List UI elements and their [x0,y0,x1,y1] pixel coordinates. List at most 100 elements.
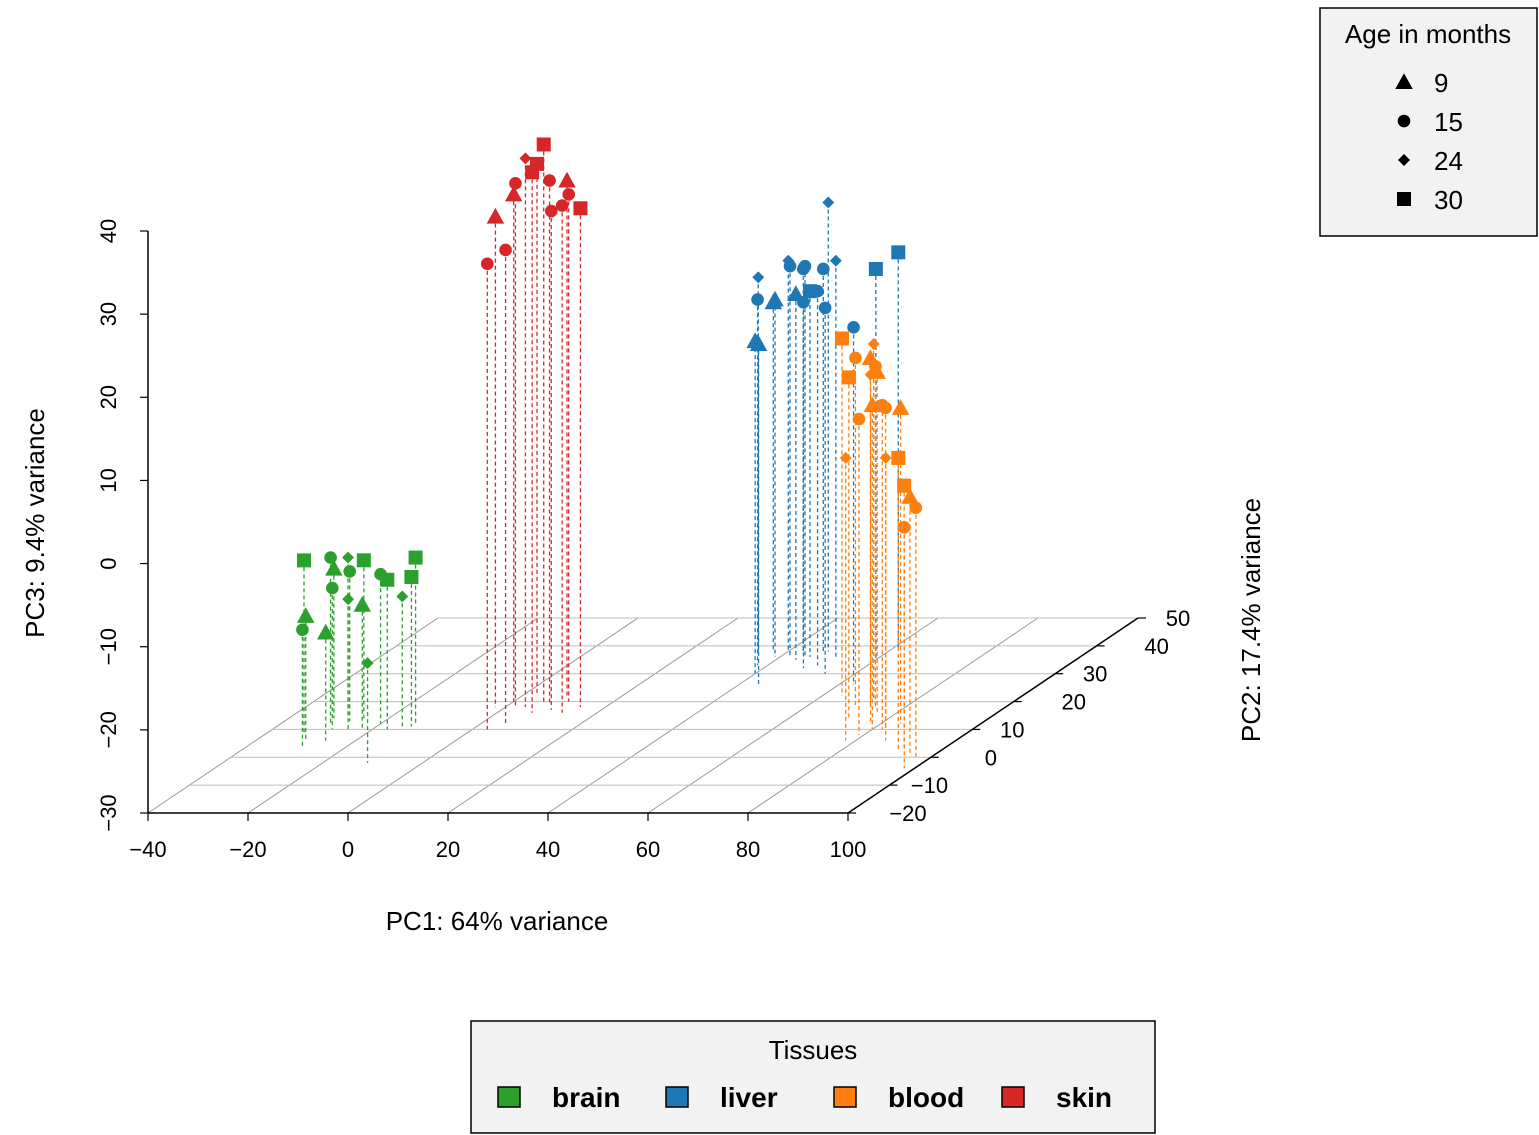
floor-grid-line-x [747,617,1039,814]
shape-legend: Age in months 9 15 24 30 [1319,7,1538,237]
data-point-square [897,478,912,493]
tissue-label-brain: brain [552,1082,620,1113]
shape-legend-label: 24 [1434,146,1463,176]
data-point-square [891,245,906,260]
data-point-square [868,262,883,277]
data-point-square [891,450,906,465]
data-point-triangle [504,185,523,202]
data-point-triangle [486,207,505,224]
x-tick-label: 80 [736,837,760,862]
data-point-circle [852,412,866,426]
data-point-circle [798,259,812,273]
tissue-label-skin: skin [1056,1082,1112,1113]
data-point-circle [797,296,810,309]
data-point-diamond [822,196,835,209]
series-skin [480,137,588,271]
data-point-circle [555,199,569,212]
tissue-swatch-liver [665,1086,689,1108]
x-tick-label: 20 [436,837,460,862]
tissue-legend-box [470,1020,1156,1134]
data-point-circle [751,293,764,306]
legend-square-icon [1397,192,1411,206]
z-tick-label: −20 [96,711,121,748]
floor-grid-line-x [347,617,639,814]
shape-legend-label: 30 [1434,185,1463,215]
tissue-label-liver: liver [720,1082,778,1113]
axes-layer: −40 −20 0 20 40 60 80 100−30−20−10010203040−20−… [96,219,1190,862]
data-point-triangle [558,171,576,188]
z-tick-label: −10 [96,628,121,665]
data-point-diamond [829,254,842,267]
data-point-circle [875,398,889,412]
tissue-legend: Tissues brain liver blood skin [470,1020,1156,1134]
x-tick-label: 0 [342,837,354,862]
data-point-diamond [867,338,880,351]
tissue-swatch-blood [833,1086,857,1108]
z-tick-label: 10 [96,468,121,492]
floor-grid-line-x [547,617,839,814]
z-tick-label: −30 [96,794,121,831]
z-axis-title: PC3: 9.4% variance [20,408,50,638]
floor-grid-line-x [447,617,739,814]
points-layer [296,137,923,670]
shape-legend-label: 9 [1434,68,1448,98]
drop-lines-liver [754,202,899,685]
data-point-diamond [396,590,409,603]
data-point-square [841,370,856,385]
grid-layer [147,617,1139,814]
y-tick-label: 30 [1083,662,1107,687]
data-point-circle [816,262,830,276]
drop-lines-skin [486,144,582,730]
data-point-circle [296,623,309,637]
data-point-circle [543,174,556,187]
data-point-circle [847,321,860,334]
series-brain [296,550,423,670]
data-point-diamond [879,451,892,464]
tissue-label-blood: blood [888,1082,964,1113]
y-tick-label: −10 [911,773,948,798]
z-tick-label: 30 [96,302,121,326]
shape-legend-box [1319,7,1538,237]
tissue-swatch-skin [1001,1086,1025,1108]
legend-diamond-icon [1398,154,1410,166]
data-point-circle [818,301,832,315]
data-point-square [380,572,395,587]
y-tick-label: 10 [1000,717,1024,742]
data-point-circle [324,551,337,564]
data-point-triangle [863,396,882,413]
y-tick-label: 20 [1061,690,1085,715]
series-liver [746,196,906,351]
data-point-circle [509,177,522,190]
data-point-square [297,553,311,568]
x-tick-label: 60 [636,837,660,862]
data-point-circle [909,501,923,515]
data-point-circle [343,565,357,578]
y-tick-label: 0 [985,745,997,770]
data-point-triangle [891,399,910,415]
data-point-square [835,331,849,346]
y-axis-line [847,617,1139,814]
data-point-circle [811,284,824,298]
data-point-circle [849,351,862,365]
series-blood [835,331,923,534]
data-point-diamond [342,593,355,606]
tissue-legend-items: brain liver blood skin [497,1082,1112,1113]
data-point-triangle [316,623,335,640]
data-point-triangle [766,290,784,307]
z-tick-label: 0 [96,557,121,569]
data-point-circle [544,204,558,218]
data-point-triangle [325,559,343,576]
data-point-triangle [296,607,315,623]
data-point-triangle [901,488,919,504]
shape-legend-label: 15 [1434,107,1463,137]
data-point-circle [499,243,512,257]
shape-legend-title: Age in months [1345,19,1511,49]
data-point-diamond [342,551,354,564]
data-point-square [536,137,551,152]
data-point-square [573,201,588,216]
floor-grid-line-x [247,617,539,814]
y-axis-title: PC2: 17.4% variance [1236,498,1266,742]
x-tick-label: 40 [536,837,560,862]
z-tick-label: 20 [96,385,121,409]
y-tick-label: 50 [1166,606,1190,631]
